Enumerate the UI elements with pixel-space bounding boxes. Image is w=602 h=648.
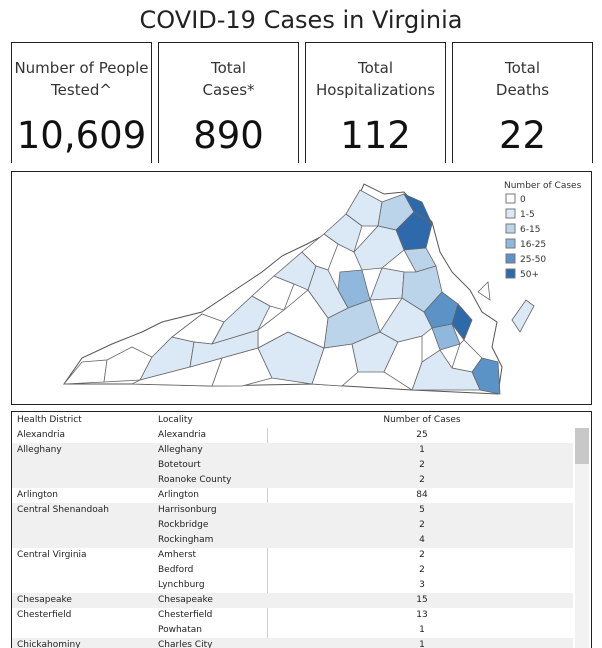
cases-table[interactable]: Health District Locality Number of Cases… [11,411,592,648]
header-locality[interactable]: Locality [158,415,193,425]
table-row[interactable]: Rockbridge 2 [12,518,573,533]
locality-cell: Rockbridge [158,520,209,530]
legend-title: Number of Cases [504,181,582,191]
cases-cell: 2 [419,460,425,470]
table-row[interactable]: Roanoke County 2 [12,473,573,488]
table-row[interactable]: Rockingham 4 [12,533,573,548]
table-row[interactable]: Lynchburg 3 [12,578,573,593]
district-cell: Alleghany [17,445,62,455]
district-cell: Chickahominy [17,640,81,648]
county-shape[interactable] [383,335,423,391]
table-body: Alexandria Alexandria 25 Alleghany Alleghany… [12,428,573,648]
scrollbar-thumb[interactable] [575,428,589,464]
eastern-shore-county[interactable] [477,281,491,301]
table-row[interactable]: Chickahominy Charles City 1 [12,638,573,648]
cases-cell: 2 [419,475,425,485]
cases-cell: 15 [416,595,428,605]
locality-cell: Lynchburg [158,580,205,590]
district-cell: Chesterfield [17,610,72,620]
legend-label: 1-5 [520,210,535,220]
tested-label: Number of People Tested^ [14,59,149,99]
cases-cell: 13 [416,610,428,620]
cases-cell: 3 [419,580,425,590]
cases-value: 890 [193,114,264,157]
district-cell: Central Shenandoah [17,505,109,515]
locality-cell: Bedford [158,565,194,575]
cases-cell: 84 [416,490,428,500]
county-shape[interactable] [211,295,271,345]
cases-cell: 2 [419,520,425,530]
virginia-map[interactable]: Number of Cases 0 1-5 6-15 16-25 25-50 5… [12,172,592,405]
cases-cell: 2 [419,550,425,560]
locality-cell: Amherst [158,550,197,560]
cases-label: Total Cases* [202,59,255,99]
eastern-shore-county[interactable] [511,299,535,333]
legend-label: 50+ [520,270,539,280]
county-shape[interactable] [301,233,339,271]
hospitalizations-value: 112 [340,114,411,157]
header-number-of-cases[interactable]: Number of Cases [383,415,461,425]
locality-cell: Alleghany [158,445,203,455]
table-row[interactable]: Chesapeake Chesapeake 15 [12,593,573,608]
legend-entries: 0 1-5 6-15 16-25 25-50 50+ [505,193,546,280]
page-title: COVID-19 Cases in Virginia [139,6,463,34]
table-row[interactable]: Central Shenandoah Harrisonburg 5 [12,503,573,518]
deaths-label: Total Deaths [495,59,550,99]
cases-cell: 1 [419,445,425,455]
cases-cell: 25 [416,430,428,440]
deaths-card[interactable]: Total Deaths 22 [452,42,593,163]
locality-cell: Alexandria [158,430,207,440]
cases-cell: 5 [419,505,425,515]
locality-cell: Powhatan [158,625,202,635]
table-row[interactable]: Central Virginia Amherst 2 [12,548,573,563]
locality-cell: Charles City [158,640,213,648]
locality-cell: Chesterfield [158,610,213,620]
district-cell: Central Virginia [17,550,87,560]
district-cell: Alexandria [17,430,66,440]
cases-cell: 1 [419,625,425,635]
virginia-map-panel[interactable]: Number of Cases 0 1-5 6-15 16-25 25-50 5… [11,171,592,405]
county-shape[interactable] [307,265,349,319]
legend-label: 25-50 [520,255,546,265]
header-health-district[interactable]: Health District [17,415,82,425]
table-row[interactable]: Alexandria Alexandria 25 [12,428,573,443]
table-row[interactable]: Arlington Arlington 84 [12,488,573,503]
county-shape[interactable] [471,357,501,395]
county-shape[interactable] [379,297,433,343]
legend-label: 0 [520,195,526,205]
locality-cell: Roanoke County [158,475,232,485]
cases-cell: 2 [419,565,425,575]
hospitalizations-card[interactable]: Total Hospitalizations 112 [305,42,446,163]
county-shape[interactable] [323,213,363,253]
locality-cell: Rockingham [158,535,214,545]
table-row[interactable]: Chesterfield Chesterfield 13 [12,608,573,623]
locality-cell: Harrisonburg [158,505,217,515]
table-scrollbar[interactable] [575,428,589,648]
cases-cell: 1 [419,640,425,648]
table-row[interactable]: Alleghany Alleghany 1 [12,443,573,458]
tested-value: 10,609 [16,114,147,157]
county-shape[interactable] [251,275,295,311]
table-row[interactable]: Powhatan 1 [12,623,573,638]
table-row[interactable]: Bedford 2 [12,563,573,578]
county-shape[interactable] [63,359,108,385]
deaths-value: 22 [498,114,547,157]
table-header: Health District Locality Number of Cases [12,415,591,430]
locality-cell: Arlington [158,490,200,500]
table-row[interactable]: Botetourt 2 [12,458,573,473]
locality-cell: Botetourt [158,460,201,470]
district-cell: Chesapeake [17,595,72,605]
hospitalizations-label: Total Hospitalizations [316,59,435,99]
tested-card[interactable]: Number of People Tested^ 10,609 [11,42,152,163]
county-shape[interactable] [403,193,433,226]
legend-label: 6-15 [520,225,540,235]
district-cell: Arlington [17,490,59,500]
locality-cell: Chesapeake [158,595,213,605]
legend-label: 16-25 [520,240,546,250]
cases-cell: 4 [419,535,425,545]
county-shape[interactable] [189,329,259,368]
cases-card[interactable]: Total Cases* 890 [158,42,299,163]
